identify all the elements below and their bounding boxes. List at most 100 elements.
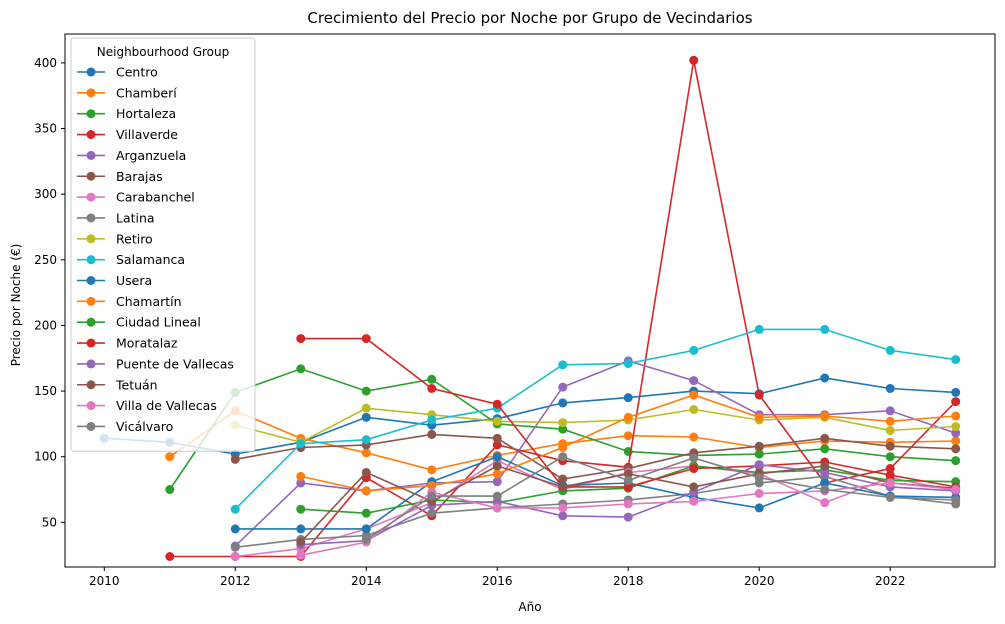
data-point (885, 383, 895, 393)
data-point (623, 431, 633, 441)
data-point (885, 464, 895, 474)
data-point (951, 355, 961, 365)
data-point (361, 403, 371, 413)
data-point (820, 444, 830, 454)
legend-swatch-marker (86, 150, 96, 160)
data-point (296, 439, 306, 449)
legend-swatch-marker (86, 171, 96, 181)
data-point (820, 485, 830, 495)
data-point (558, 452, 568, 462)
data-point (361, 508, 371, 518)
legend-swatch-marker (86, 401, 96, 411)
legend-swatch-marker (86, 421, 96, 431)
data-point (296, 334, 306, 344)
legend-title: Neighbourhood Group (97, 45, 229, 59)
legend-entry: Villa de Vallecas (116, 398, 217, 413)
data-point (165, 485, 175, 495)
data-point (754, 441, 764, 451)
data-point (820, 433, 830, 443)
data-point (492, 440, 502, 450)
data-point (885, 452, 895, 462)
data-point (754, 324, 764, 334)
series-line (365, 455, 956, 541)
data-point (427, 481, 437, 491)
series-line (234, 360, 956, 547)
legend-swatch-marker (86, 255, 96, 265)
data-point (230, 542, 240, 552)
data-point (165, 452, 175, 462)
data-point (689, 404, 699, 414)
data-point (361, 334, 371, 344)
data-point (885, 492, 895, 502)
data-point (492, 469, 502, 479)
data-point (623, 393, 633, 403)
legend-entry: Carabanchel (116, 190, 195, 205)
y-tick-label: 200 (34, 318, 57, 332)
data-point (689, 376, 699, 386)
data-point (558, 424, 568, 434)
data-point (296, 364, 306, 374)
legend-entry: Chamberí (116, 85, 177, 100)
legend-entry: Usera (116, 273, 152, 288)
data-point (885, 416, 895, 426)
legend-entry: Ciudad Lineal (116, 315, 201, 330)
data-point (951, 422, 961, 432)
data-point (427, 429, 437, 439)
data-point (754, 412, 764, 422)
y-tick-label: 100 (34, 450, 57, 464)
data-point (689, 432, 699, 442)
data-point (427, 465, 437, 475)
series-line (234, 328, 956, 510)
data-point (754, 390, 764, 400)
x-tick-label: 2018 (613, 574, 644, 588)
x-tick-label: 2022 (875, 574, 906, 588)
legend-swatch-marker (86, 276, 96, 285)
data-point (492, 399, 502, 409)
y-tick-label: 50 (42, 515, 57, 529)
data-point (361, 524, 371, 534)
data-point (361, 448, 371, 458)
legend-entry: Moratalaz (116, 336, 178, 351)
legend-entry: Tetuán (115, 377, 158, 392)
data-point (754, 449, 764, 459)
data-point (558, 503, 568, 513)
legend-swatch-marker (86, 317, 96, 327)
data-point (296, 478, 306, 488)
legend-entry: Salamanca (116, 252, 185, 267)
data-point (951, 411, 961, 421)
data-point (558, 443, 568, 453)
legend-swatch-marker (86, 67, 96, 77)
data-point (623, 482, 633, 492)
y-tick-label: 300 (34, 187, 57, 201)
data-point (361, 534, 371, 544)
legend-swatch-marker (86, 192, 96, 202)
y-tick-label: 350 (34, 122, 57, 136)
legend-entry: Barajas (116, 169, 163, 184)
data-point (558, 360, 568, 370)
data-point (689, 55, 699, 65)
data-point (623, 475, 633, 485)
legend-entry: Latina (116, 210, 155, 225)
data-point (427, 508, 437, 518)
legend-swatch-marker (86, 130, 96, 140)
legend-entry: Hortaleza (116, 106, 176, 121)
data-point (689, 390, 699, 400)
data-point (951, 387, 961, 397)
data-point (492, 477, 502, 487)
data-point (885, 406, 895, 416)
data-point (427, 374, 437, 384)
data-point (296, 471, 306, 481)
data-point (230, 551, 240, 561)
data-point (885, 441, 895, 451)
data-point (230, 524, 240, 534)
legend-box (70, 37, 256, 452)
legend-swatch-marker (86, 296, 96, 306)
legend-swatch-marker (86, 213, 96, 223)
data-point (361, 412, 371, 422)
data-point (820, 478, 830, 488)
data-point (820, 461, 830, 471)
legend-entry: Arganzuela (116, 148, 186, 163)
y-tick-label: 250 (34, 253, 57, 267)
x-tick-label: 2016 (482, 574, 513, 588)
data-point (230, 454, 240, 464)
